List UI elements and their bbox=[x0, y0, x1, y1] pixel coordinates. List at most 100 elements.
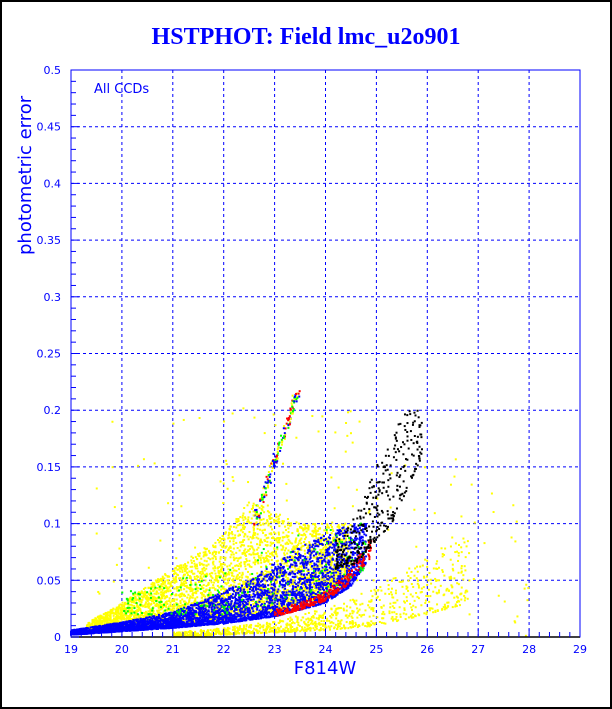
data-point bbox=[314, 530, 317, 533]
data-point bbox=[212, 560, 215, 563]
data-point bbox=[267, 555, 270, 558]
data-point bbox=[229, 549, 232, 552]
data-point bbox=[449, 575, 452, 578]
data-point bbox=[151, 581, 154, 584]
data-point bbox=[291, 629, 294, 632]
data-point bbox=[119, 609, 122, 612]
data-point bbox=[319, 548, 322, 551]
data-point bbox=[271, 528, 274, 531]
data-point bbox=[402, 592, 405, 595]
data-point bbox=[164, 573, 167, 576]
data-point bbox=[349, 621, 352, 624]
data-point bbox=[256, 513, 259, 516]
data-point bbox=[265, 522, 268, 525]
data-point bbox=[183, 568, 186, 571]
data-point bbox=[286, 518, 289, 521]
data-point bbox=[358, 625, 361, 628]
data-point bbox=[232, 536, 235, 539]
data-point bbox=[193, 577, 196, 580]
data-point bbox=[420, 587, 423, 590]
data-point bbox=[199, 630, 202, 633]
data-point bbox=[376, 595, 379, 598]
data-point bbox=[118, 620, 121, 623]
data-point bbox=[373, 588, 376, 591]
data-point bbox=[234, 589, 237, 592]
data-point bbox=[227, 614, 230, 617]
data-point bbox=[330, 608, 333, 611]
data-point bbox=[221, 537, 224, 540]
data-point bbox=[178, 595, 181, 598]
data-point bbox=[331, 583, 334, 586]
data-point bbox=[290, 555, 293, 558]
data-point bbox=[230, 562, 233, 565]
data-point bbox=[264, 540, 267, 543]
data-point bbox=[247, 538, 250, 541]
data-point bbox=[281, 520, 284, 523]
data-point bbox=[320, 578, 323, 581]
data-point bbox=[303, 560, 306, 563]
data-point bbox=[462, 578, 465, 581]
data-point bbox=[230, 571, 233, 574]
data-point bbox=[224, 558, 227, 561]
data-point bbox=[158, 578, 161, 581]
data-point bbox=[429, 595, 432, 598]
data-point bbox=[312, 556, 315, 559]
data-point bbox=[303, 523, 306, 526]
data-point bbox=[207, 633, 210, 636]
data-point bbox=[446, 587, 449, 590]
data-point bbox=[275, 591, 278, 594]
data-point bbox=[277, 517, 280, 520]
data-point bbox=[172, 599, 175, 602]
data-point bbox=[303, 579, 306, 582]
data-point bbox=[263, 511, 266, 514]
data-point bbox=[170, 609, 173, 612]
data-point bbox=[248, 553, 251, 556]
data-point bbox=[460, 571, 463, 574]
data-point bbox=[238, 523, 241, 526]
data-point bbox=[91, 624, 94, 627]
data-point bbox=[192, 601, 195, 604]
data-point bbox=[287, 542, 290, 545]
data-point bbox=[276, 593, 279, 596]
data-point bbox=[462, 537, 465, 540]
data-point bbox=[354, 623, 357, 626]
data-point bbox=[283, 562, 286, 565]
data-point bbox=[209, 611, 212, 614]
data-point bbox=[248, 565, 251, 568]
data-point bbox=[232, 578, 235, 581]
data-point bbox=[235, 575, 238, 578]
data-point bbox=[220, 563, 223, 566]
data-point bbox=[203, 569, 206, 572]
data-point bbox=[214, 546, 217, 549]
data-point bbox=[266, 510, 269, 513]
data-point bbox=[307, 525, 310, 528]
data-point bbox=[415, 577, 418, 580]
data-point bbox=[278, 590, 281, 593]
data-point bbox=[358, 613, 361, 616]
data-point bbox=[313, 610, 316, 613]
data-point bbox=[197, 581, 200, 584]
data-point bbox=[312, 616, 315, 619]
data-point bbox=[349, 606, 352, 609]
data-point bbox=[251, 537, 254, 540]
data-point bbox=[149, 598, 152, 601]
data-point bbox=[216, 584, 219, 587]
data-point bbox=[219, 633, 222, 636]
data-point bbox=[247, 599, 250, 602]
data-point bbox=[382, 604, 385, 607]
data-point bbox=[331, 569, 334, 572]
data-point bbox=[215, 574, 218, 577]
data-point bbox=[223, 618, 226, 621]
data-point bbox=[115, 606, 118, 609]
data-point bbox=[269, 594, 272, 597]
data-point bbox=[185, 584, 188, 587]
data-point bbox=[154, 597, 157, 600]
data-point bbox=[295, 630, 298, 633]
data-point bbox=[318, 533, 321, 536]
data-point bbox=[99, 622, 102, 625]
data-point bbox=[311, 530, 314, 533]
data-point bbox=[309, 533, 312, 536]
data-point bbox=[251, 546, 254, 549]
data-point bbox=[410, 616, 413, 619]
data-point bbox=[268, 625, 271, 628]
